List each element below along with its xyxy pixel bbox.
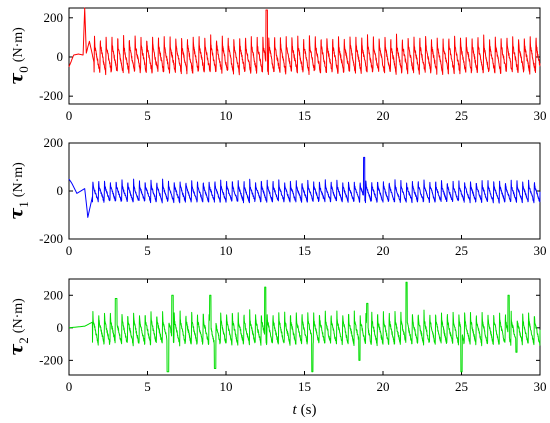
x-tick-label: 10 (220, 108, 233, 123)
y-axis-subscript: 0 (16, 66, 31, 73)
series-line-tau0 (68, 7, 541, 76)
y-tick-label: 0 (57, 49, 64, 64)
y-axis-label: τ2 (N·m) (6, 298, 31, 356)
y-axis-unit: (N·m) (11, 298, 26, 333)
y-axis-subscript: 2 (16, 337, 31, 344)
x-tick-label: 5 (144, 379, 151, 394)
x-tick-label: 0 (66, 243, 73, 258)
y-tick-label: -200 (39, 231, 63, 246)
y-axis-subscript: 1 (16, 201, 31, 208)
x-tick-label: 30 (534, 379, 547, 394)
x-tick-label: 20 (377, 379, 390, 394)
y-tick-label: 0 (57, 320, 64, 335)
x-tick-label: 10 (220, 379, 233, 394)
plot-frame (68, 7, 541, 105)
y-axis-label: τ0 (N·m) (6, 27, 31, 85)
x-axis-symbol: t (293, 402, 298, 418)
x-tick-label: 5 (144, 243, 151, 258)
x-tick-label: 0 (66, 379, 73, 394)
x-tick-label: 20 (377, 243, 390, 258)
x-tick-label: 15 (298, 108, 311, 123)
x-tick-label: 25 (455, 108, 468, 123)
y-axis-symbol: τ (6, 343, 27, 356)
x-tick-label: 15 (298, 379, 311, 394)
y-axis-unit: (N·m) (11, 162, 26, 197)
y-axis-symbol: τ (6, 207, 27, 220)
y-tick-label: -200 (39, 88, 63, 103)
x-tick-label: 30 (534, 243, 547, 258)
y-axis-label: τ1 (N·m) (6, 162, 31, 220)
y-tick-label: 200 (44, 287, 64, 302)
x-tick-label: 25 (455, 379, 468, 394)
y-axis-unit: (N·m) (11, 27, 26, 62)
y-tick-label: -200 (39, 352, 63, 367)
x-tick-label: 5 (144, 108, 151, 123)
x-axis-unit: (s) (301, 402, 317, 418)
x-tick-label: 10 (220, 243, 233, 258)
x-tick-label: 20 (377, 108, 390, 123)
x-tick-label: 30 (534, 108, 547, 123)
x-axis-label: t (s) (293, 402, 317, 418)
y-tick-label: 0 (57, 183, 64, 198)
series-line-tau2 (68, 281, 541, 373)
x-tick-label: 0 (66, 108, 73, 123)
y-axis-symbol: τ (6, 72, 27, 85)
y-tick-label: 200 (44, 135, 64, 150)
series-line-tau1 (68, 156, 541, 218)
x-tick-label: 25 (455, 243, 468, 258)
y-tick-label: 200 (44, 10, 64, 25)
x-tick-label: 15 (298, 243, 311, 258)
